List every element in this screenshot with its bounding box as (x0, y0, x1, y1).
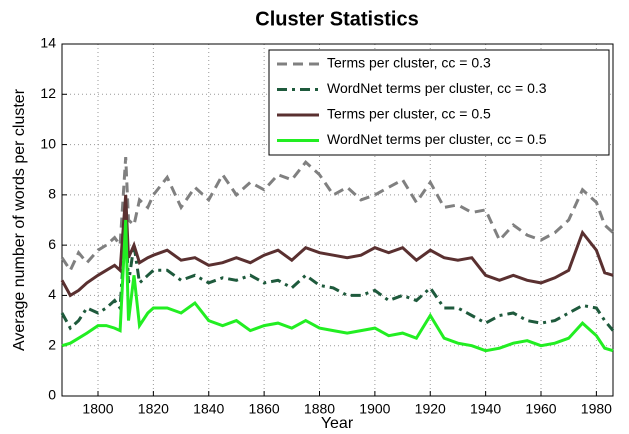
x-axis-label: Year (321, 415, 354, 432)
y-tick-label: 0 (48, 387, 56, 403)
plot-frame (61, 43, 614, 397)
y-axis-label: Average number of words per cluster (11, 88, 28, 351)
chart-title: Cluster Statistics (255, 8, 418, 30)
y-tick-label: 14 (40, 35, 56, 51)
y-tick-label: 10 (40, 135, 56, 151)
series-line (60, 157, 615, 274)
legend-box (268, 49, 610, 156)
series-line (60, 194, 614, 298)
x-tick-label: 1920 (415, 401, 446, 417)
y-tick-label: 2 (48, 336, 56, 352)
legend-label: Terms per cluster, cc = 0.5 (327, 106, 491, 122)
y-tick-label: 6 (48, 236, 56, 252)
x-tick-label: 1800 (82, 401, 113, 417)
y-tick-label: 8 (48, 186, 56, 202)
series-line (60, 219, 615, 332)
y-tick-label: 4 (48, 286, 56, 302)
x-tick-label: 1940 (470, 401, 501, 417)
legend-label: WordNet terms per cluster, cc = 0.3 (327, 80, 547, 96)
legend-label: WordNet terms per cluster, cc = 0.5 (327, 131, 547, 147)
x-tick-label: 1980 (581, 401, 612, 417)
x-tick-label: 1820 (138, 401, 169, 417)
y-tick-label: 12 (40, 85, 56, 101)
series-line (61, 219, 614, 353)
x-tick-label: 1960 (525, 401, 556, 417)
legend-label: Terms per cluster, cc = 0.3 (327, 55, 491, 71)
x-tick-label: 1840 (193, 401, 224, 417)
x-tick-label: 1880 (304, 401, 335, 417)
x-tick-label: 1860 (249, 401, 280, 417)
x-tick-label: 1900 (359, 401, 390, 417)
